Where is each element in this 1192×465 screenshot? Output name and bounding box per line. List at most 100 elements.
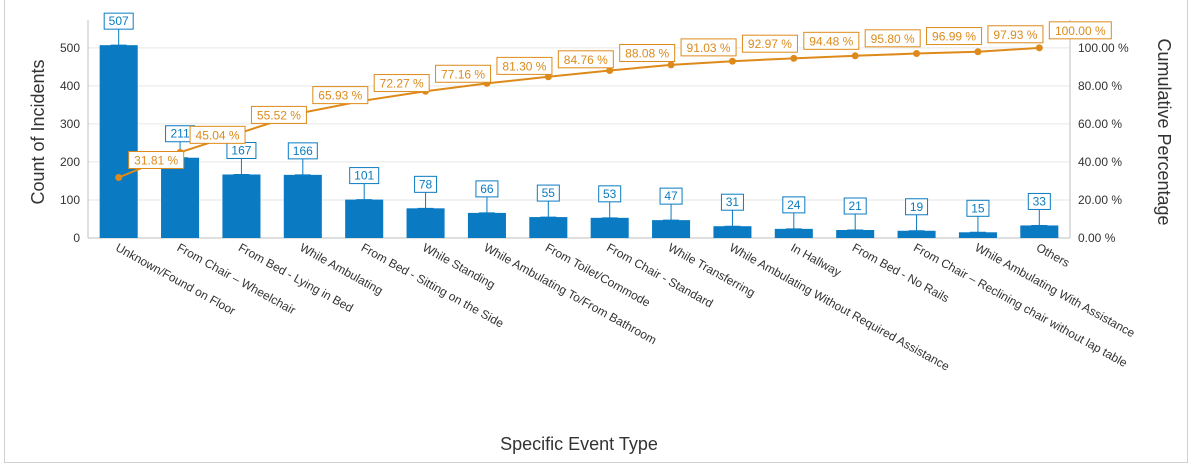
category-label: From Chair - Standard <box>604 240 715 310</box>
bar <box>283 174 322 238</box>
y-tick-label: 400 <box>60 79 80 93</box>
cumulative-data-label: 77.16 % <box>441 67 485 81</box>
cumulative-point <box>667 61 675 69</box>
bar <box>713 226 752 238</box>
y2-axis-title: Cumulative Percentage <box>1154 38 1174 225</box>
y-tick-label: 0 <box>73 231 80 245</box>
cumulative-label-box <box>1048 21 1112 40</box>
cumulative-data-label: 97.93 % <box>993 28 1037 42</box>
cumulative-data-label: 88.08 % <box>625 46 669 60</box>
bar <box>836 230 875 238</box>
cumulative-data-label: 96.99 % <box>932 30 976 44</box>
y-tick-label: 500 <box>60 41 80 55</box>
cumulative-label-box <box>803 31 860 50</box>
cumulative-data-label: 94.48 % <box>809 34 853 48</box>
bar <box>161 157 200 238</box>
bar-data-label: 66 <box>480 182 494 196</box>
bar <box>897 230 936 238</box>
bar-data-label: 21 <box>849 199 863 213</box>
y-axis-title: Count of Incidents <box>28 59 48 204</box>
bar <box>652 220 691 238</box>
cumulative-data-label: 72.27 % <box>380 77 424 91</box>
bar-data-label: 24 <box>787 198 801 212</box>
bar-label-box <box>659 187 683 205</box>
category-label: In Hallway <box>788 240 843 279</box>
cumulative-label-box <box>250 105 307 124</box>
cumulative-data-label: 55.52 % <box>257 108 301 122</box>
bar <box>99 45 138 238</box>
category-label: From Toilet/Commode <box>543 240 653 310</box>
cumulative-data-labels: 31.81 % 45.04 % 55.52 % 65.93 % 72.27 % 77.16… <box>128 21 1112 170</box>
cumulative-label-box <box>557 50 614 69</box>
cumulative-label-box <box>435 64 492 83</box>
bar-data-label: 507 <box>109 14 129 28</box>
bar <box>467 212 506 238</box>
y-tick-label: 100 <box>60 193 80 207</box>
cumulative-label-box <box>496 56 553 75</box>
bar-data-label: 211 <box>170 127 189 141</box>
bar-label-box <box>1027 192 1051 210</box>
bar-data-label: 31 <box>726 195 740 209</box>
bar-label-box <box>966 199 990 217</box>
cumulative-point <box>790 54 798 62</box>
bar <box>222 174 261 238</box>
cumulative-label-box <box>741 34 798 53</box>
bar-label-box <box>536 184 560 202</box>
bar-data-label: 101 <box>354 169 374 183</box>
cumulative-label-box <box>128 151 185 170</box>
y2-tick-label: 100.00 % <box>1078 41 1129 55</box>
cumulative-data-label: 81.30 % <box>502 59 546 73</box>
cumulative-label-box <box>619 43 676 62</box>
bar <box>590 217 629 238</box>
category-label: While Ambulating Without Required Assist… <box>727 240 952 373</box>
bar-data-label: 166 <box>293 144 313 158</box>
cumulative-data-label: 31.81 % <box>134 154 178 168</box>
cumulative-point <box>913 50 921 58</box>
bar <box>345 199 384 238</box>
right-axis-ticks: 0.00 % 20.00 % 40.00 % 60.00 % 80.00 % 100.00… <box>1078 41 1129 245</box>
y2-tick-label: 60.00 % <box>1078 117 1122 131</box>
bar <box>1020 225 1059 238</box>
cumulative-label-box <box>987 25 1044 44</box>
cumulative-data-label: 95.80 % <box>871 32 915 46</box>
cumulative-point <box>1035 44 1043 52</box>
cumulative-label-box <box>864 29 921 48</box>
category-label: Others <box>1034 240 1072 270</box>
cumulative-data-label: 100.00 % <box>1055 24 1106 38</box>
cumulative-data-label: 65.93 % <box>318 89 362 103</box>
cumulative-label-box <box>680 38 737 57</box>
bar-label-box <box>720 193 744 211</box>
cumulative-point <box>851 52 859 60</box>
cumulative-point <box>544 73 552 81</box>
bar-data-label: 55 <box>542 186 556 200</box>
bar-leader-lines <box>110 29 1048 233</box>
y-tick-label: 200 <box>60 155 80 169</box>
chart-frame <box>4 0 1188 463</box>
cumulative-data-label: 45.04 % <box>196 128 240 142</box>
bar-label-box <box>782 196 806 214</box>
bar-label-box <box>414 175 438 193</box>
bar-label-box <box>349 167 380 185</box>
y-tick-label: 300 <box>60 117 80 131</box>
bar-label-box <box>475 180 499 198</box>
left-axis-ticks: 0 100 200 300 400 500 <box>60 41 80 245</box>
bar-data-label: 53 <box>603 187 617 201</box>
bar <box>958 232 997 238</box>
cumulative-data-label: 92.97 % <box>748 37 792 51</box>
bar-label-box <box>287 142 318 160</box>
bar-data-label: 167 <box>231 143 251 157</box>
x-axis-title: Specific Event Type <box>500 434 658 454</box>
bar-data-label: 33 <box>1033 194 1047 208</box>
cumulative-data-label: 84.76 % <box>564 53 608 67</box>
bar-label-box <box>103 12 134 30</box>
cumulative-label-box <box>312 86 369 105</box>
bar-data-label: 15 <box>971 201 985 215</box>
bar-series <box>99 45 1059 238</box>
cumulative-point <box>115 174 123 182</box>
y2-tick-label: 20.00 % <box>1078 193 1122 207</box>
cumulative-point <box>728 57 736 65</box>
bar-data-label: 47 <box>664 189 678 203</box>
bar-data-label: 78 <box>419 177 433 191</box>
